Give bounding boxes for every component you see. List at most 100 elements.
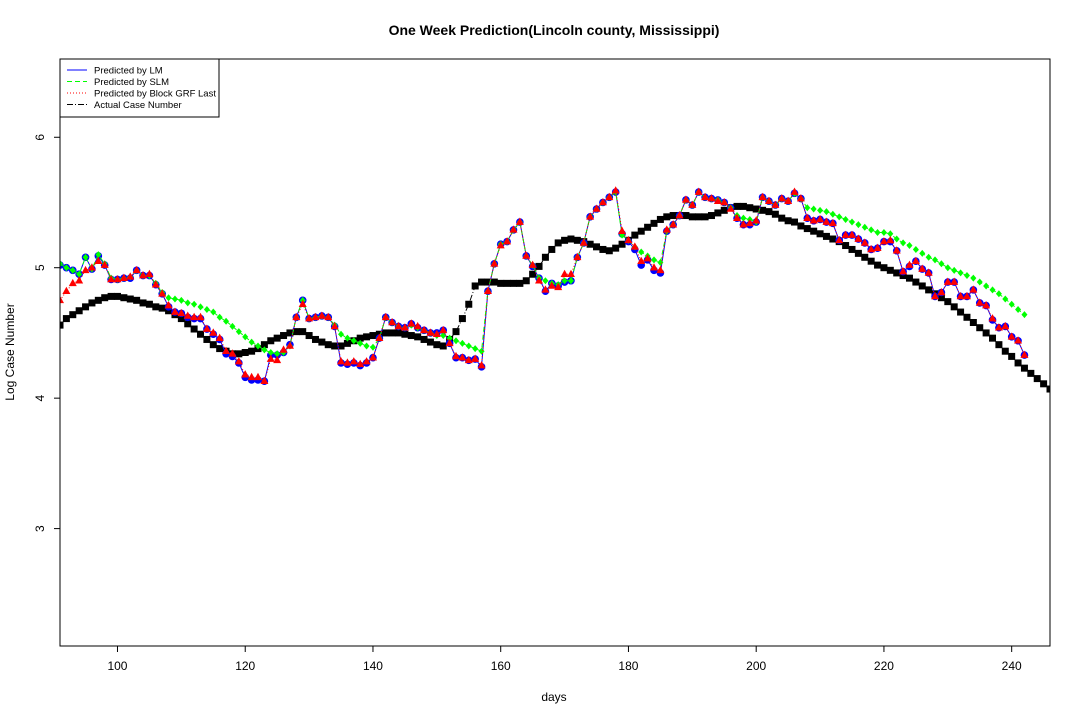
actual-case-number-point bbox=[650, 219, 658, 227]
predicted-by-block-grf-last-point bbox=[94, 256, 103, 264]
predicted-by-slm-point bbox=[344, 334, 351, 342]
actual-case-number-point bbox=[599, 245, 607, 253]
predicted-by-block-grf-last-point bbox=[637, 256, 646, 264]
predicted-by-block-grf-last-point bbox=[879, 237, 888, 245]
predicted-by-block-grf-last-point bbox=[982, 301, 991, 309]
predicted-by-block-grf-last-point bbox=[611, 186, 620, 194]
actual-case-number-point bbox=[522, 277, 530, 285]
actual-case-number-point bbox=[509, 279, 517, 287]
predicted-by-slm-point bbox=[657, 258, 664, 266]
predicted-by-slm-point bbox=[203, 305, 210, 313]
predicted-by-block-grf-last-point bbox=[279, 345, 288, 353]
predicted-by-slm-point bbox=[874, 228, 881, 236]
predicted-by-block-grf-last-point bbox=[560, 269, 569, 278]
predicted-by-block-grf-last-point bbox=[107, 274, 116, 283]
predicted-by-block-grf-last-point bbox=[503, 237, 512, 245]
predicted-by-slm-point bbox=[995, 290, 1002, 298]
predicted-by-slm-point bbox=[817, 206, 824, 214]
predicted-by-block-grf-last-point bbox=[394, 321, 403, 330]
series-layer bbox=[60, 186, 1050, 393]
predicted-by-block-grf-last-point bbox=[554, 282, 563, 291]
actual-case-number-point bbox=[918, 282, 926, 290]
predicted-by-slm-point bbox=[69, 266, 76, 274]
predicted-by-block-grf-last-point bbox=[452, 351, 460, 360]
actual-case-number-point bbox=[842, 242, 850, 250]
x-tick-label: 160 bbox=[491, 659, 511, 673]
predicted-by-block-grf-last-point bbox=[413, 321, 422, 330]
predicted-by-block-grf-last-point bbox=[713, 196, 722, 204]
predicted-by-block-grf-last-point bbox=[618, 226, 627, 234]
actual-case-number-point bbox=[989, 334, 997, 342]
actual-case-number-point bbox=[145, 300, 153, 308]
predicted-by-block-grf-last-point bbox=[873, 243, 882, 251]
actual-case-number-point bbox=[75, 307, 83, 315]
actual-case-number-point bbox=[497, 279, 505, 287]
predicted-by-block-grf-last-point bbox=[139, 271, 148, 279]
predicted-by-slm-point bbox=[235, 328, 242, 336]
plot-frame bbox=[59, 58, 1051, 647]
predicted-by-block-grf-last-point bbox=[196, 312, 205, 321]
actual-case-number-point bbox=[995, 341, 1003, 349]
predicted-by-block-grf-last-point bbox=[809, 216, 818, 224]
predicted-by-block-grf-last-point bbox=[254, 372, 262, 381]
predicted-by-slm-point bbox=[171, 295, 178, 303]
actual-case-number-point bbox=[733, 202, 741, 210]
actual-case-number-point bbox=[516, 279, 524, 287]
predicted-by-block-grf-last-point bbox=[943, 277, 952, 285]
actual-case-number-point bbox=[612, 244, 620, 252]
predicted-by-block-grf-last-point bbox=[1014, 336, 1023, 344]
predicted-by-block-grf-last-point bbox=[471, 354, 480, 362]
predicted-by-block-grf-last-point bbox=[1020, 350, 1029, 358]
predicted-by-block-grf-last-point bbox=[796, 194, 805, 202]
predicted-by-slm-point bbox=[912, 245, 919, 253]
predicted-by-slm-point bbox=[248, 338, 255, 346]
actual-case-number-point bbox=[541, 253, 549, 261]
predicted-by-slm-point bbox=[255, 342, 261, 350]
actual-case-number-point bbox=[893, 269, 901, 277]
predicted-by-slm-point bbox=[242, 333, 249, 341]
predicted-by-block-grf-last-point bbox=[784, 196, 793, 204]
predicted-by-block-grf-last-point bbox=[854, 234, 863, 242]
predicted-by-block-grf-last-point bbox=[260, 376, 269, 384]
predicted-by-block-grf-last-point bbox=[317, 311, 326, 319]
predicted-by-slm-point bbox=[906, 242, 913, 250]
actual-case-number-point bbox=[503, 279, 511, 287]
predicted-by-block-grf-last-point bbox=[745, 218, 754, 227]
actual-case-number-point bbox=[1020, 364, 1028, 372]
predicted-by-slm-point bbox=[357, 339, 364, 347]
actual-case-number-point bbox=[752, 205, 760, 213]
actual-case-number-point bbox=[548, 245, 556, 253]
y-axis-label: Log Case Number bbox=[3, 303, 17, 400]
predicted-by-block-grf-last-point bbox=[566, 269, 575, 278]
predicted-by-block-grf-last-point bbox=[605, 192, 614, 201]
predicted-by-block-grf-last-point bbox=[643, 254, 652, 262]
x-axis-label: days bbox=[541, 690, 566, 704]
x-tick-label: 100 bbox=[107, 659, 127, 673]
predicted-by-slm-point bbox=[804, 204, 811, 212]
predicted-by-slm-point bbox=[651, 256, 657, 264]
actual-case-number-point bbox=[369, 332, 377, 340]
predicted-by-slm-point bbox=[210, 308, 217, 316]
predicted-by-slm-point bbox=[1021, 311, 1028, 319]
predicted-by-block-grf-last-point bbox=[841, 230, 850, 238]
actual-case-number-point bbox=[784, 217, 792, 225]
predicted-by-slm-point bbox=[823, 208, 830, 216]
y-tick-label: 6 bbox=[33, 134, 47, 141]
predicted-by-block-grf-last-point bbox=[924, 268, 933, 276]
actual-case-number-point bbox=[165, 307, 173, 315]
actual-case-number-point bbox=[771, 210, 779, 218]
x-tick-label: 140 bbox=[363, 659, 383, 673]
predicted-by-slm-point bbox=[919, 249, 926, 257]
actual-case-number-point bbox=[605, 247, 613, 255]
predicted-by-block-grf-last-point bbox=[650, 263, 658, 271]
actual-case-number-point bbox=[746, 204, 754, 212]
actual-case-number-point bbox=[363, 333, 371, 341]
predicted-by-slm-point bbox=[842, 215, 849, 223]
legend-label-actual-case-number: Actual Case Number bbox=[94, 100, 182, 111]
actual-case-number-point bbox=[260, 341, 268, 349]
predicted-by-block-grf-last-point bbox=[483, 286, 492, 294]
predicted-by-block-grf-last-point bbox=[477, 361, 486, 369]
predicted-by-slm-point bbox=[925, 253, 932, 261]
actual-case-number-point bbox=[60, 321, 64, 329]
